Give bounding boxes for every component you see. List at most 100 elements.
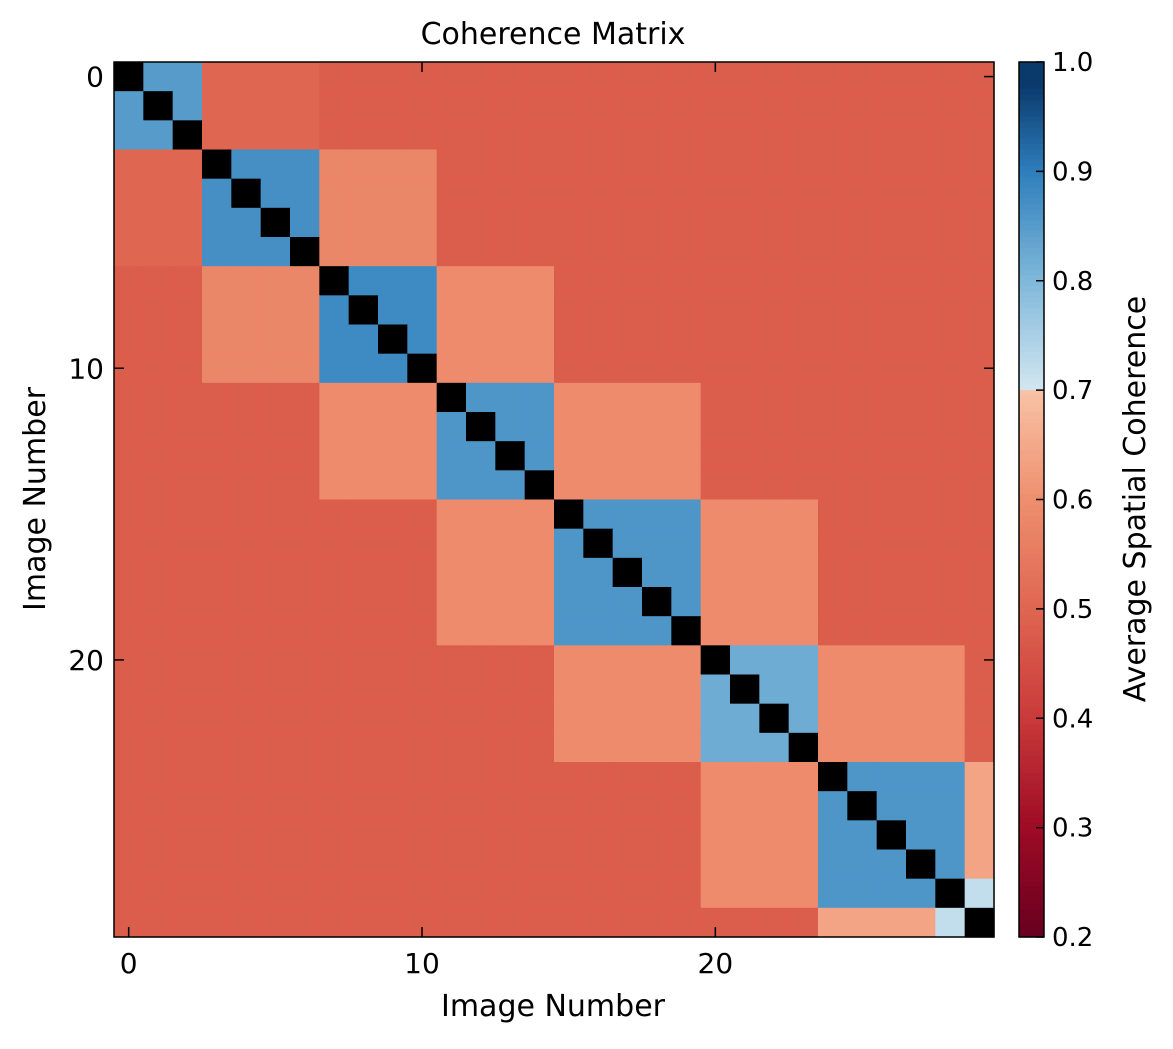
- heatmap-cell: [466, 470, 496, 501]
- heatmap-cell: [348, 266, 379, 296]
- colorbar-segment: [1019, 510, 1044, 517]
- heatmap-cell: [671, 616, 702, 646]
- heatmap-cell: [114, 382, 144, 413]
- heatmap-cell: [788, 587, 819, 617]
- heatmap-cell: [935, 499, 966, 530]
- heatmap-cell: [642, 353, 672, 384]
- heatmap-cell: [906, 645, 936, 676]
- heatmap-cell: [172, 907, 203, 938]
- heatmap-cell: [436, 353, 467, 384]
- plot-frame: [113, 61, 995, 938]
- y-tick-label: 0: [86, 61, 104, 94]
- heatmap-cell: [172, 62, 203, 92]
- heatmap-cell: [759, 295, 790, 326]
- heatmap-cell: [114, 849, 144, 880]
- heatmap-cell: [348, 878, 379, 909]
- heatmap-cell: [231, 353, 262, 384]
- heatmap-cell: [143, 528, 174, 559]
- heatmap-cell: [348, 791, 379, 821]
- colorbar-segment: [1019, 264, 1044, 271]
- colorbar-segment: [1019, 740, 1044, 747]
- heatmap-cell: [524, 62, 555, 92]
- heatmap-cell: [935, 791, 966, 821]
- colorbar-segment: [1019, 805, 1044, 812]
- heatmap-cell: [260, 207, 291, 238]
- heatmap-cell: [642, 266, 672, 296]
- heatmap-cell: [642, 674, 672, 705]
- heatmap-cell: [407, 616, 438, 646]
- heatmap-cell: [319, 878, 350, 909]
- colorbar-segment: [1019, 319, 1044, 326]
- x-tick-label: 10: [404, 947, 440, 980]
- colorbar-tick-label: 0.7: [1052, 376, 1093, 406]
- heatmap-cell: [260, 703, 291, 734]
- heatmap-cell: [759, 616, 790, 646]
- heatmap-cell: [466, 499, 496, 530]
- colorbar-segment: [1019, 488, 1044, 495]
- heatmap-cell: [906, 324, 936, 355]
- heatmap-cell: [935, 324, 966, 355]
- heatmap-cell: [378, 645, 408, 676]
- heatmap-cell: [935, 849, 966, 880]
- heatmap-cell: [554, 499, 584, 530]
- heatmap-cell: [788, 120, 819, 151]
- heatmap-cell: [143, 149, 174, 180]
- colorbar-segment: [1019, 171, 1044, 178]
- heatmap-cell: [730, 91, 760, 121]
- heatmap-cell: [260, 412, 291, 442]
- heatmap-cell: [847, 557, 878, 588]
- heatmap-cell: [378, 266, 408, 296]
- heatmap-cell: [554, 470, 584, 501]
- heatmap-cell: [612, 557, 643, 588]
- heatmap-cell: [612, 178, 643, 209]
- colorbar-segment: [1019, 466, 1044, 473]
- heatmap-cell: [612, 207, 643, 238]
- heatmap-cell: [348, 849, 379, 880]
- colorbar-segment: [1019, 526, 1044, 533]
- heatmap-cell: [583, 907, 614, 938]
- heatmap-cell: [642, 907, 672, 938]
- colorbar-segment: [1019, 258, 1044, 265]
- heatmap-cell: [642, 207, 672, 238]
- heatmap-cell: [730, 878, 760, 909]
- heatmap-cell: [407, 412, 438, 442]
- heatmap-cell: [378, 324, 408, 355]
- colorbar-segment: [1019, 723, 1044, 730]
- heatmap-cell: [260, 849, 291, 880]
- heatmap-cell: [378, 207, 408, 238]
- heatmap-cell: [172, 91, 203, 121]
- heatmap-cell: [202, 849, 232, 880]
- heatmap-cell: [172, 791, 203, 821]
- heatmap-cell: [114, 762, 144, 792]
- heatmap-cell: [436, 762, 467, 792]
- heatmap-cell: [700, 703, 731, 734]
- heatmap-cell: [788, 441, 819, 471]
- heatmap-cell: [642, 762, 672, 792]
- heatmap-cell: [172, 645, 203, 676]
- colorbar-segment: [1019, 543, 1044, 550]
- heatmap-cell: [348, 762, 379, 792]
- colorbar-segment: [1019, 439, 1044, 446]
- heatmap-cell: [466, 441, 496, 471]
- colorbar-tick-label: 0.4: [1052, 704, 1093, 734]
- heatmap-cell: [524, 732, 555, 763]
- heatmap-cell: [260, 441, 291, 471]
- heatmap-cell: [554, 266, 584, 296]
- chart-title: Coherence Matrix: [421, 17, 686, 52]
- heatmap-cell: [964, 762, 995, 792]
- heatmap-cell: [876, 499, 907, 530]
- heatmap-cell: [876, 120, 907, 151]
- heatmap-cell: [612, 907, 643, 938]
- heatmap-cell: [143, 587, 174, 617]
- heatmap-cell: [319, 499, 350, 530]
- heatmap-cell: [436, 412, 467, 442]
- colorbar-segment: [1019, 450, 1044, 457]
- colorbar-segment: [1019, 198, 1044, 205]
- heatmap-cell: [143, 470, 174, 501]
- colorbar-segment: [1019, 871, 1044, 878]
- heatmap-cell: [935, 149, 966, 180]
- heatmap-cell: [583, 412, 614, 442]
- colorbar-segment: [1019, 368, 1044, 375]
- heatmap-cell: [466, 178, 496, 209]
